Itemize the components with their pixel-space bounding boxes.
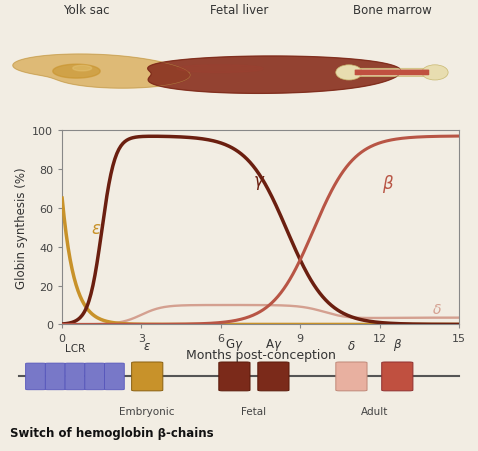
- Ellipse shape: [422, 66, 448, 81]
- FancyBboxPatch shape: [219, 362, 250, 391]
- Text: A$\gamma$: A$\gamma$: [265, 336, 282, 353]
- Text: $\varepsilon$: $\varepsilon$: [143, 340, 151, 353]
- Text: $\varepsilon$: $\varepsilon$: [91, 220, 102, 238]
- FancyBboxPatch shape: [105, 364, 124, 390]
- FancyBboxPatch shape: [65, 364, 85, 390]
- FancyBboxPatch shape: [347, 69, 437, 78]
- Text: $\beta$: $\beta$: [393, 336, 402, 353]
- Text: Switch of hemoglobin β-chains: Switch of hemoglobin β-chains: [10, 426, 213, 439]
- FancyBboxPatch shape: [26, 364, 45, 390]
- X-axis label: Months post-conception: Months post-conception: [185, 348, 336, 361]
- Text: G$\gamma$: G$\gamma$: [225, 336, 244, 353]
- Text: $\beta$: $\beta$: [382, 173, 394, 195]
- Polygon shape: [73, 66, 92, 72]
- FancyBboxPatch shape: [131, 362, 163, 391]
- Text: Fetal: Fetal: [241, 406, 266, 416]
- Y-axis label: Globin synthesis (%): Globin synthesis (%): [15, 167, 28, 289]
- Text: Fetal liver: Fetal liver: [210, 4, 268, 17]
- Ellipse shape: [336, 66, 362, 81]
- Text: $\gamma$: $\gamma$: [252, 173, 265, 191]
- Text: LCR: LCR: [65, 344, 85, 354]
- FancyBboxPatch shape: [85, 364, 105, 390]
- Polygon shape: [13, 55, 190, 89]
- Text: Embryonic: Embryonic: [120, 406, 175, 416]
- Text: $\delta$: $\delta$: [433, 302, 442, 316]
- Text: Bone marrow: Bone marrow: [353, 4, 431, 17]
- FancyBboxPatch shape: [258, 362, 289, 391]
- Polygon shape: [148, 57, 401, 94]
- Text: Yolk sac: Yolk sac: [63, 4, 109, 17]
- Text: Adult: Adult: [361, 406, 388, 416]
- FancyBboxPatch shape: [382, 362, 413, 391]
- FancyBboxPatch shape: [45, 364, 65, 390]
- FancyBboxPatch shape: [336, 362, 367, 391]
- Polygon shape: [53, 65, 100, 79]
- Polygon shape: [177, 66, 263, 73]
- Text: $\delta$: $\delta$: [347, 340, 356, 353]
- FancyBboxPatch shape: [355, 70, 429, 76]
